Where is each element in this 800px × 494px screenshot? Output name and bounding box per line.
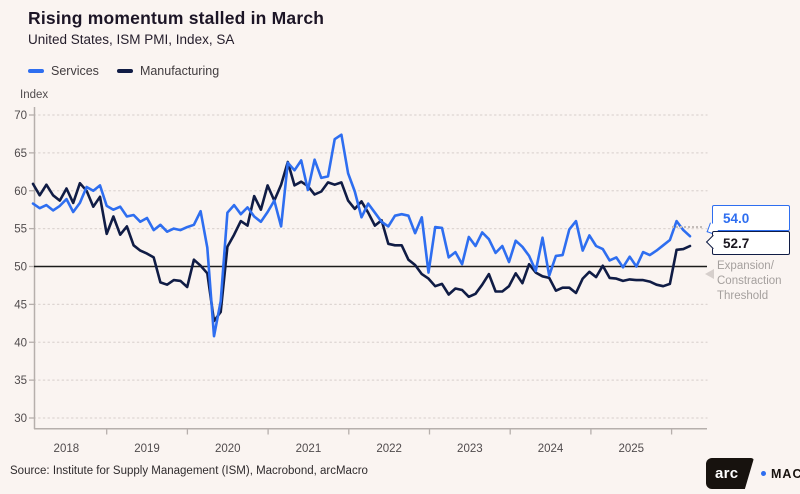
legend-swatch-icon — [116, 69, 133, 73]
threshold-pointer-icon — [705, 269, 714, 279]
chart-title: Rising momentum stalled in March — [28, 8, 325, 28]
logo-arc-text: arc — [715, 465, 739, 482]
callout-connector-line — [672, 226, 702, 228]
x-tick-label: 2025 — [618, 443, 644, 455]
series-line-manufacturing — [31, 160, 692, 323]
x-tick-label: 2022 — [376, 443, 402, 455]
y-tick-label: 30 — [14, 413, 27, 425]
y-tick-label: 40 — [14, 337, 27, 349]
y-tick-label: 45 — [14, 299, 27, 311]
x-tick-label: 2019 — [134, 443, 160, 455]
y-tick-label: 60 — [14, 186, 27, 198]
legend-swatch-icon — [28, 69, 44, 73]
legend-item-manufacturing: Manufacturing — [116, 64, 220, 78]
legend-label: Services — [51, 64, 99, 78]
chart-subtitle: United States, ISM PMI, Index, SA — [28, 32, 235, 47]
services-value-callout: 54.0 — [706, 205, 790, 236]
threshold-annotation: Expansion/ Constraction Threshold — [717, 260, 782, 302]
x-tick-label: 2023 — [457, 443, 483, 455]
source-attribution: Source: Institute for Supply Management … — [10, 465, 368, 477]
x-tick-label: 2024 — [538, 443, 564, 455]
x-tick-label: 2020 — [215, 443, 241, 455]
chart-legend: Services Manufacturing — [28, 64, 219, 78]
y-axis-unit-label: Index — [20, 89, 49, 101]
legend-label: Manufacturing — [139, 64, 220, 78]
arc-logo-mark: arc — [706, 458, 754, 489]
manufacturing-end-value: 52.7 — [723, 235, 750, 251]
x-tick-label: 2021 — [296, 443, 322, 455]
arcmacro-logo: arc MACRO — [706, 458, 800, 489]
series-line-services — [31, 133, 692, 338]
y-tick-label: 35 — [14, 375, 27, 387]
y-tick-label: 65 — [14, 148, 27, 160]
logo-dot-icon — [761, 471, 766, 476]
legend-item-services: Services — [28, 64, 99, 78]
logo-macro-text: MACRO — [771, 466, 800, 481]
y-tick-label: 55 — [14, 224, 27, 236]
y-tick-label: 70 — [14, 110, 27, 122]
y-tick-label: 50 — [14, 262, 27, 274]
x-tick-label: 2018 — [54, 443, 80, 455]
services-end-value: 54.0 — [723, 210, 750, 226]
manufacturing-value-callout: 52.7 — [705, 231, 790, 255]
